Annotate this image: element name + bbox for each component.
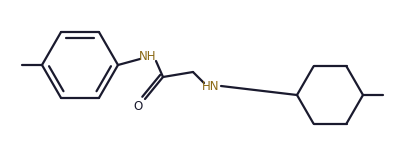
Text: NH: NH	[139, 51, 157, 64]
Text: HN: HN	[202, 80, 220, 93]
Text: O: O	[133, 100, 143, 113]
